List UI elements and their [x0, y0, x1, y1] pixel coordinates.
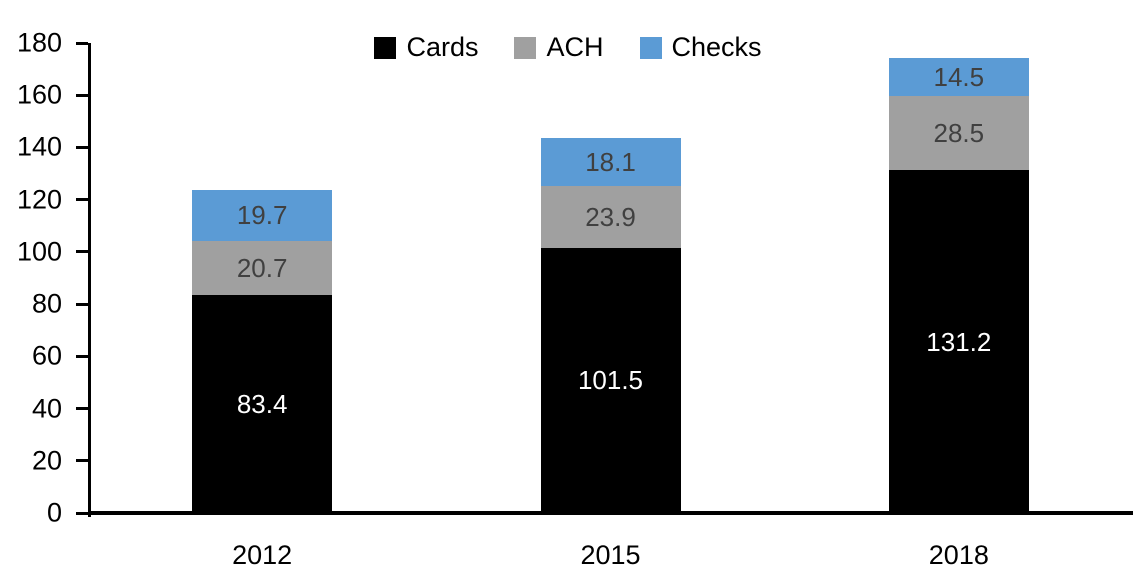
segment-ach-2015: 23.9	[540, 185, 681, 248]
segment-value-label: 14.5	[933, 62, 985, 93]
segment-cards-2018: 131.2	[888, 170, 1029, 513]
y-axis-tick	[76, 302, 88, 306]
legend-label: Checks	[671, 32, 762, 62]
y-axis-line	[88, 43, 91, 517]
y-axis-tick	[76, 511, 88, 515]
segment-cards-2012: 83.4	[192, 295, 333, 513]
segment-checks-2015: 18.1	[540, 138, 681, 186]
y-axis-tick-label: 140	[16, 131, 62, 162]
y-axis-tick-label: 120	[16, 184, 62, 215]
segment-cards-2015: 101.5	[540, 247, 681, 513]
bar-2012: 19.7 20.7 83.4	[192, 189, 333, 513]
y-axis-tick-label: 160	[16, 79, 62, 110]
segment-checks-2018: 14.5	[888, 58, 1029, 97]
legend-swatch-icon	[374, 36, 397, 59]
y-axis-tick-label: 60	[31, 340, 62, 371]
y-axis-tick-label: 180	[16, 27, 62, 58]
segment-value-label: 28.5	[933, 118, 985, 149]
legend-swatch-icon	[514, 36, 537, 59]
y-axis-tick-label: 80	[31, 288, 62, 319]
segment-value-label: 83.4	[236, 389, 288, 420]
x-axis-category-label: 2012	[232, 540, 293, 570]
y-axis-tick	[76, 198, 88, 202]
x-axis-category-label: 2018	[928, 540, 989, 570]
segment-ach-2012: 20.7	[192, 241, 333, 296]
legend-swatch-icon	[639, 36, 662, 59]
y-axis-tick	[76, 145, 88, 149]
legend-item-ach: ACH	[514, 32, 604, 63]
y-axis-tick	[76, 354, 88, 358]
segment-value-label: 18.1	[585, 146, 636, 177]
chart-legend: Cards ACH Checks	[0, 32, 1136, 63]
legend-item-cards: Cards	[374, 32, 478, 63]
segment-value-label: 23.9	[585, 201, 636, 232]
bar-2018: 14.5 28.5 131.2	[888, 58, 1029, 513]
y-axis-tick	[76, 41, 88, 45]
legend-label: ACH	[546, 32, 604, 62]
legend-item-checks: Checks	[639, 32, 762, 63]
y-axis-tick	[76, 93, 88, 97]
y-axis-tick-label: 100	[16, 236, 62, 267]
segment-value-label: 131.2	[926, 326, 992, 357]
segment-value-label: 19.7	[236, 200, 288, 231]
y-axis-tick-label: 40	[31, 393, 62, 424]
x-axis-line	[88, 511, 1133, 515]
y-axis-tick	[76, 407, 88, 411]
y-axis-tick	[76, 250, 88, 254]
bar-2015: 18.1 23.9 101.5	[540, 138, 681, 513]
segment-value-label: 101.5	[577, 365, 644, 396]
segment-ach-2018: 28.5	[888, 96, 1029, 171]
y-axis-tick	[76, 459, 88, 463]
y-axis-tick-label: 20	[31, 445, 62, 476]
legend-label: Cards	[406, 32, 479, 62]
y-axis-tick-label: 0	[46, 497, 62, 528]
x-axis-category-label: 2015	[580, 540, 641, 570]
segment-value-label: 20.7	[236, 253, 288, 284]
segment-checks-2012: 19.7	[192, 189, 333, 242]
